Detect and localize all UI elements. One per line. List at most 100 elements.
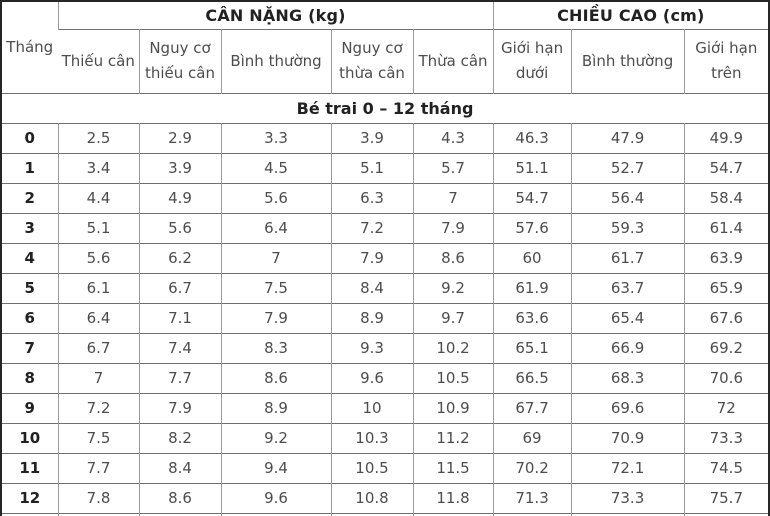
value-cell: 11.8: [412, 483, 494, 513]
value-cell: 65.1: [492, 333, 572, 363]
value-cell: 5.6: [57, 243, 139, 273]
table-row: 9 7.2 7.9 8.9 10 10.9 67.7 69.6 72: [1, 393, 770, 423]
value-cell: 6.4: [57, 303, 139, 333]
value-cell: 65.9: [683, 273, 770, 303]
table-row: 4 5.6 6.2 7 7.9 8.6 60 61.7 63.9: [1, 243, 770, 273]
value-cell: 67.6: [683, 303, 770, 333]
value-cell: 11.5: [412, 453, 494, 483]
value-cell: 6.7: [138, 273, 221, 303]
value-cell: 51.1: [492, 153, 572, 183]
value-cell: 7.1: [138, 303, 221, 333]
month-cell: 9: [24, 399, 35, 417]
value-cell: 47.9: [570, 123, 685, 153]
value-cell: 3.3: [220, 123, 331, 153]
value-cell: 3.4: [57, 153, 139, 183]
value-cell: [138, 513, 221, 516]
height-group-header: CHIỀU CAO (cm): [492, 1, 770, 29]
value-cell: 69: [492, 423, 572, 453]
value-cell: [57, 513, 139, 516]
col-header-risk-underweight: Nguy cơ thiếu cân: [138, 29, 221, 93]
value-cell: 57.6: [492, 213, 572, 243]
value-cell: 73.3: [570, 483, 685, 513]
table-body: Bé trai 0 – 12 tháng 0 2.5 2.9 3.3 3.9 4…: [1, 93, 770, 513]
value-cell: 7: [57, 363, 139, 393]
value-cell: 10.5: [330, 453, 413, 483]
table-row: 7 6.7 7.4 8.3 9.3 10.2 65.1 66.9 69.2: [1, 333, 770, 363]
value-cell: 63.6: [492, 303, 572, 333]
table-row: 8 7 7.7 8.6 9.6 10.5 66.5 68.3 70.6: [1, 363, 770, 393]
month-cell: 3: [24, 219, 35, 237]
value-cell: 10: [330, 393, 413, 423]
table-row: 11 7.7 8.4 9.4 10.5 11.5 70.2 72.1 74.5: [1, 453, 770, 483]
value-cell: 10.9: [412, 393, 494, 423]
value-cell: 61.4: [683, 213, 770, 243]
value-cell: 8.6: [220, 363, 331, 393]
sub-header-row: Thiếu cân Nguy cơ thiếu cân Bình thường …: [1, 29, 770, 93]
value-cell: 63.7: [570, 273, 685, 303]
value-cell: 61.7: [570, 243, 685, 273]
value-cell: 8.9: [330, 303, 413, 333]
table-row: 0 2.5 2.9 3.3 3.9 4.3 46.3 47.9 49.9: [1, 123, 770, 153]
value-cell: 9.7: [412, 303, 494, 333]
value-cell: 54.7: [683, 153, 770, 183]
value-cell: 10.3: [330, 423, 413, 453]
value-cell: 70.9: [570, 423, 685, 453]
value-cell: 8.2: [138, 423, 221, 453]
table-row: 6 6.4 7.1 7.9 8.9 9.7 63.6 65.4 67.6: [1, 303, 770, 333]
value-cell: 9.2: [220, 423, 331, 453]
value-cell: 52.7: [570, 153, 685, 183]
month-cell: 10: [19, 429, 41, 447]
section-title: Bé trai 0 – 12 tháng: [296, 98, 474, 118]
value-cell: 3.9: [138, 153, 221, 183]
value-cell: 8.3: [220, 333, 331, 363]
value-cell: 7: [220, 243, 331, 273]
value-cell: [412, 513, 494, 516]
month-cell: 7: [24, 339, 35, 357]
value-cell: 4.4: [57, 183, 139, 213]
value-cell: [330, 513, 413, 516]
month-cell: 1: [24, 159, 35, 177]
value-cell: 4.5: [220, 153, 331, 183]
table-row: 10 7.5 8.2 9.2 10.3 11.2 69 70.9 73.3: [1, 423, 770, 453]
value-cell: 69.6: [570, 393, 685, 423]
col-header-normal-height: Bình thường: [570, 29, 685, 93]
value-cell: 10.5: [412, 363, 494, 393]
value-cell: 7.7: [138, 363, 221, 393]
value-cell: 7.5: [57, 423, 139, 453]
value-cell: 7: [412, 183, 494, 213]
value-cell: 9.6: [220, 483, 331, 513]
value-cell: 9.4: [220, 453, 331, 483]
value-cell: 6.4: [220, 213, 331, 243]
value-cell: 6.2: [138, 243, 221, 273]
col-header-underweight: Thiếu cân: [61, 51, 135, 70]
value-cell: 70.6: [683, 363, 770, 393]
month-cell: 0: [24, 129, 35, 147]
value-cell: 60: [492, 243, 572, 273]
value-cell: 63.9: [683, 243, 770, 273]
value-cell: 7.9: [412, 213, 494, 243]
value-cell: 4.3: [412, 123, 494, 153]
value-cell: 67.7: [492, 393, 572, 423]
value-cell: 7.9: [220, 303, 331, 333]
value-cell: 6.3: [330, 183, 413, 213]
value-cell: 8.4: [138, 453, 221, 483]
value-cell: 7.9: [330, 243, 413, 273]
value-cell: 7.5: [220, 273, 331, 303]
value-cell: 72: [683, 393, 770, 423]
value-cell: 66.9: [570, 333, 685, 363]
partial-row-body: [1, 513, 770, 516]
value-cell: 65.4: [570, 303, 685, 333]
month-cell: 12: [19, 489, 41, 507]
value-cell: 8.4: [330, 273, 413, 303]
col-header-upper-limit: Giới hạn trên: [683, 29, 770, 93]
value-cell: 61.9: [492, 273, 572, 303]
value-cell: 49.9: [683, 123, 770, 153]
section-title-row: Bé trai 0 – 12 tháng: [1, 93, 770, 123]
value-cell: 9.2: [412, 273, 494, 303]
value-cell: 8.6: [412, 243, 494, 273]
month-cell: 4: [24, 249, 35, 267]
table-header: Tháng CÂN NẶNG (kg) CHIỀU CAO (cm) Thiếu…: [1, 1, 770, 93]
value-cell: 5.7: [412, 153, 494, 183]
value-cell: 6.7: [57, 333, 139, 363]
